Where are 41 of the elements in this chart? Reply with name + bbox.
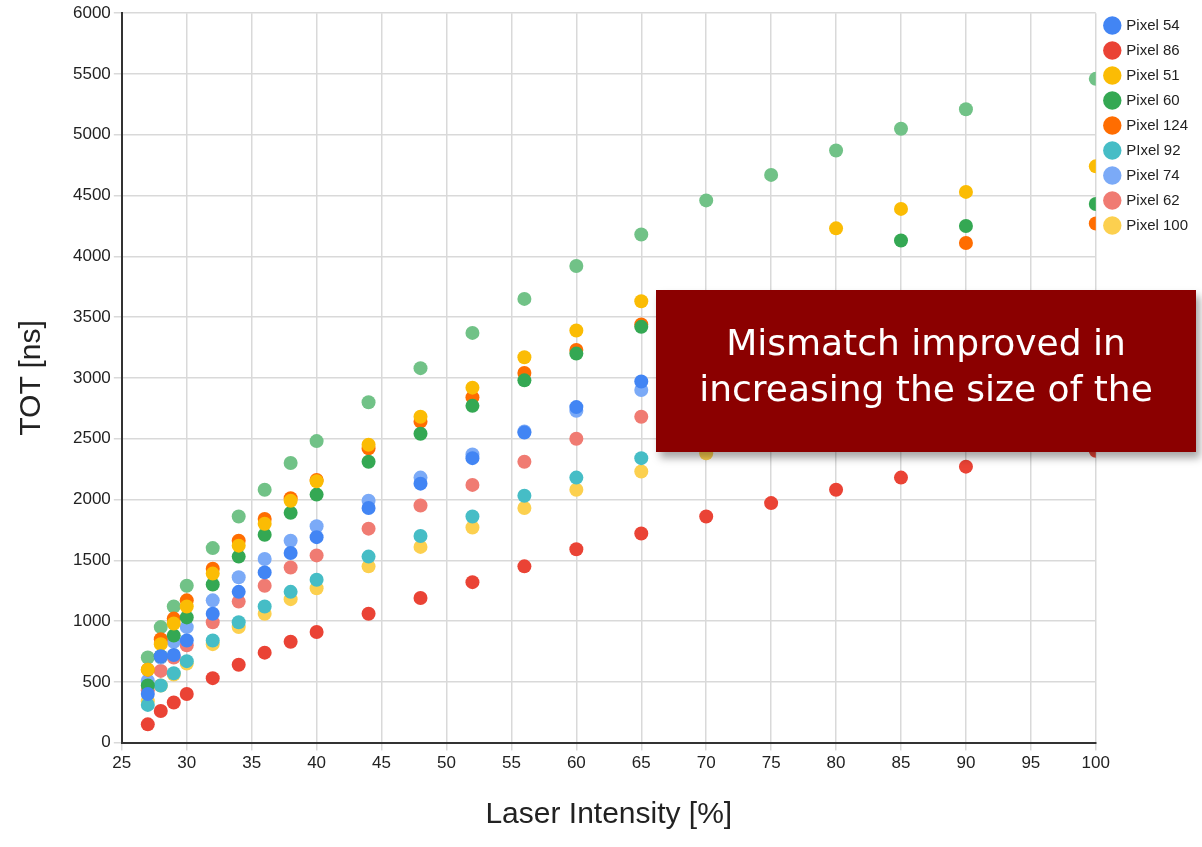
- y-tick-label: 1000: [72, 610, 111, 630]
- legend-label: Pixel 86: [1126, 40, 1180, 58]
- x-tick-label: 45: [372, 753, 392, 773]
- y-tick-label: 2500: [72, 428, 111, 448]
- x-tick-label: 90: [956, 753, 976, 773]
- x-tick-label: 50: [437, 753, 456, 773]
- y-tick-label: 1500: [72, 549, 111, 569]
- x-tick-label: 75: [761, 753, 781, 773]
- x-tick-label: 40: [307, 753, 327, 773]
- x-tick-label: 95: [1021, 753, 1041, 773]
- x-tick-label: 80: [826, 753, 846, 773]
- x-tick-label: 55: [501, 753, 521, 773]
- y-tick-label: 3500: [72, 306, 111, 326]
- legend-label: Pixel 60: [1126, 90, 1180, 108]
- y-tick-label: 2000: [72, 489, 111, 509]
- y-tick-label: 4500: [72, 185, 111, 205]
- y-tick-label: 3000: [72, 367, 111, 387]
- x-tick-label: 100: [1081, 753, 1110, 773]
- legend-label: Pixel 74: [1126, 165, 1180, 183]
- x-tick-label: 25: [112, 753, 132, 773]
- legend-label: Pixel 54: [1126, 15, 1180, 33]
- legend-label: Pixel 62: [1126, 190, 1180, 208]
- x-tick-label: 70: [696, 753, 716, 773]
- x-tick-label: 60: [566, 753, 586, 773]
- y-axis-title: TOT [ns]: [13, 320, 47, 436]
- y-tick-label: 5500: [72, 63, 111, 83]
- legend-label: Pixel 124: [1126, 115, 1189, 133]
- x-tick-label: 30: [177, 753, 197, 773]
- x-tick-label: 65: [631, 753, 651, 773]
- x-tick-label: 35: [242, 753, 262, 773]
- legend-label: Pixel 100: [1126, 215, 1189, 233]
- y-tick-label: 5000: [72, 124, 111, 144]
- legend-label: PIxel 92: [1126, 140, 1181, 158]
- y-tick-label: 0: [101, 732, 111, 752]
- x-axis-title: Laser Intensity [%]: [485, 796, 733, 830]
- y-tick-label: 4000: [72, 246, 111, 266]
- callout-box: Mismatch improved in increasing the size of the: [656, 290, 1196, 452]
- y-tick-label: 6000: [72, 2, 111, 22]
- x-tick-label: 85: [891, 753, 911, 773]
- legend-label: Pixel 51: [1126, 65, 1180, 83]
- y-tick-label: 500: [82, 671, 111, 691]
